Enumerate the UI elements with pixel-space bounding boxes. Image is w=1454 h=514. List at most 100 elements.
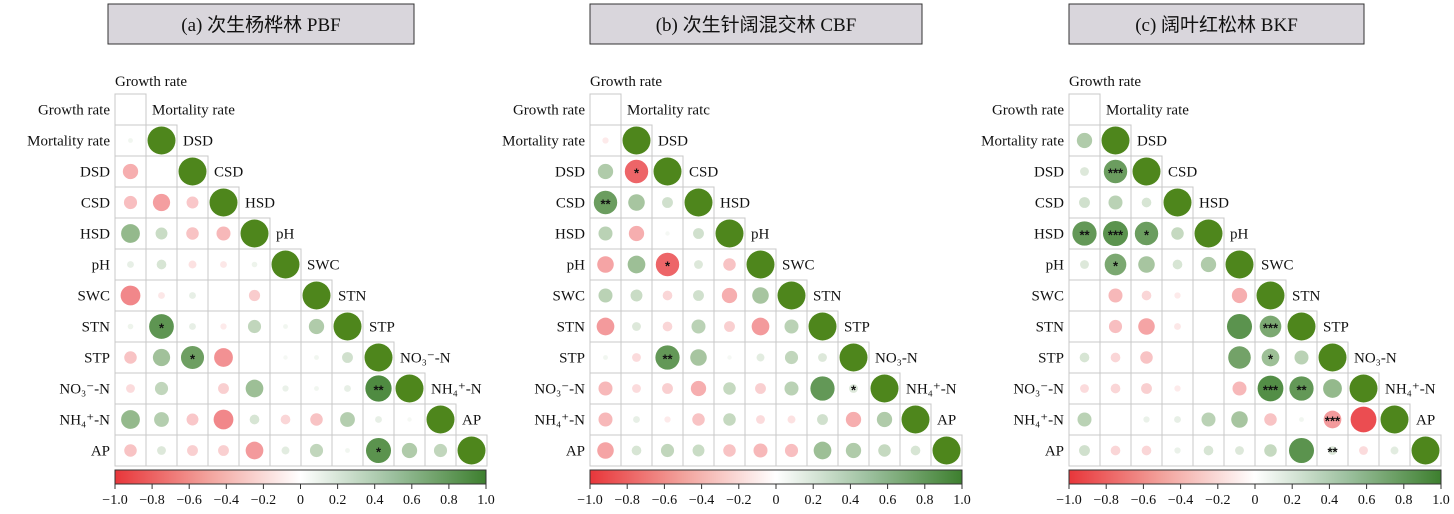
row-label: DSD [80, 165, 110, 181]
correlation-circle [154, 412, 169, 427]
colorbar-tick-label: −0.4 [689, 493, 714, 508]
correlation-circle [1226, 313, 1253, 340]
correlation-circle [187, 445, 198, 456]
correlation-circle [152, 348, 171, 367]
correlation-circle [662, 383, 673, 394]
correlation-circle [433, 443, 448, 458]
correlation-circle [692, 413, 705, 426]
correlation-circle [1200, 256, 1217, 273]
significance-marker: * [1144, 228, 1150, 243]
correlation-circle [1231, 287, 1248, 304]
diagonal-circle [1163, 188, 1192, 217]
correlation-circle [158, 292, 165, 299]
correlation-circle [1257, 375, 1284, 402]
correlation-circle [120, 285, 141, 306]
diagonal-circle [1349, 374, 1378, 403]
row-label: Growth rate [513, 103, 585, 119]
correlation-circle [186, 196, 199, 209]
grid-cell [269, 279, 302, 312]
diagonal-circle [839, 343, 868, 372]
correlation-circle [692, 444, 705, 457]
colorbar-tick-label: 0.6 [1358, 493, 1376, 508]
correlation-circle [1079, 445, 1090, 456]
diagonal-label: Mortality rate [152, 103, 235, 119]
diagonal-circle [1194, 219, 1223, 248]
row-label: pH [1046, 258, 1065, 274]
correlation-circle [632, 353, 641, 362]
panel-title: (a) 次生杨桦林 PBF [181, 14, 340, 36]
panel-title-box [589, 3, 923, 45]
correlation-circle [784, 381, 799, 396]
correlation-circle [1108, 288, 1123, 303]
significance-marker: *** [1263, 383, 1279, 398]
correlation-circle [247, 319, 262, 334]
colorbar-tick-label: −1.0 [577, 493, 602, 508]
correlation-circle [1080, 260, 1089, 269]
correlation-circle [1323, 379, 1342, 398]
diagonal-label: CSD [689, 165, 718, 181]
correlation-circle [624, 159, 649, 184]
row-label: AP [91, 444, 110, 460]
colorbar-tick-label: 0.8 [916, 493, 934, 508]
correlation-circle [218, 383, 229, 394]
correlation-circle [1102, 220, 1129, 247]
row-label: DSD [555, 165, 585, 181]
correlation-circle [365, 437, 392, 464]
row-label: NO₃⁻-N [534, 382, 585, 398]
significance-marker: * [1113, 259, 1119, 274]
significance-marker: *** [1108, 166, 1124, 181]
grid-cell [589, 93, 622, 126]
row-label: NO₃⁻-N [1013, 382, 1064, 398]
panel-title-box [1068, 3, 1365, 45]
grid-cell [145, 155, 178, 188]
diagonal-label: NH₄⁺-N [1385, 382, 1436, 398]
correlation-circle [598, 381, 613, 396]
correlation-circle [1235, 446, 1244, 455]
correlation-circle [694, 260, 703, 269]
correlation-circle [189, 292, 196, 299]
diagonal-label: DSD [658, 134, 688, 150]
correlation-circle [251, 261, 258, 268]
column-label: Growth rate [590, 74, 662, 90]
row-label: CSD [1035, 196, 1064, 212]
row-label: Growth rate [992, 103, 1064, 119]
correlation-circle [1108, 319, 1123, 334]
colorbar-tick-label: 0.4 [1321, 493, 1339, 508]
diagonal-label: Mortality rate [1106, 103, 1189, 119]
correlation-circle [1077, 412, 1092, 427]
correlation-circle [344, 385, 351, 392]
correlation-circle [310, 413, 323, 426]
correlation-circle [218, 445, 229, 456]
correlation-circle [1080, 384, 1089, 393]
panel-title: (b) 次生针阔混交林 CBF [656, 14, 857, 36]
row-label: CSD [81, 196, 110, 212]
diagonal-label: HSD [1199, 196, 1229, 212]
correlation-circle [1174, 323, 1181, 330]
correlation-circle [690, 349, 707, 366]
correlation-circle [1141, 197, 1152, 208]
correlation-circle [1141, 445, 1152, 456]
diagonal-circle [870, 374, 899, 403]
colorbar-tick-label: 0.4 [366, 493, 384, 508]
correlation-circle [665, 231, 670, 236]
correlation-circle [727, 355, 732, 360]
colorbar-tick-label: 1.0 [953, 493, 971, 508]
correlation-circle [751, 317, 770, 336]
diagonal-circle [364, 343, 393, 372]
column-label: Growth rate [115, 74, 187, 90]
panel-title: (c) 阔叶红松林 BKF [1135, 14, 1298, 36]
significance-marker: * [376, 445, 382, 460]
correlation-circle [188, 260, 197, 269]
correlation-circle [245, 441, 264, 460]
correlation-circle [1076, 132, 1093, 149]
diagonal-label: CSD [214, 165, 243, 181]
grid-cell [930, 434, 963, 467]
diagonal-circle [395, 374, 424, 403]
correlation-circle [1141, 383, 1152, 394]
correlation-circle [152, 193, 171, 212]
correlation-circle [1231, 411, 1248, 428]
correlation-circle [597, 442, 614, 459]
correlation-circle [365, 375, 392, 402]
colorbar-tick-label: 0.2 [1283, 493, 1301, 508]
